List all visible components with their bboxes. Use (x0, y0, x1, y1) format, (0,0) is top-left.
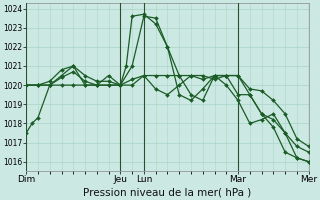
X-axis label: Pression niveau de la mer( hPa ): Pression niveau de la mer( hPa ) (83, 187, 252, 197)
